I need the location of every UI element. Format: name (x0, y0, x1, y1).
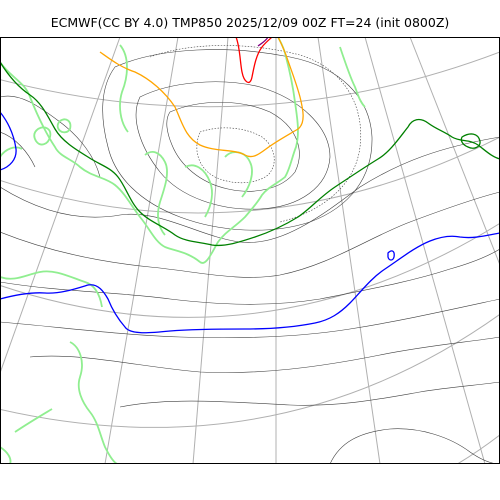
isotherm-plus12 (235, 37, 273, 84)
graticule-meridian (192, 37, 229, 464)
graticule-meridian (0, 37, 121, 375)
coastline (33, 126, 52, 146)
pressure-contour (0, 191, 500, 278)
map-canvas (0, 37, 500, 464)
coastline (0, 270, 103, 308)
coastline (0, 61, 201, 263)
coastline (0, 446, 12, 464)
pressure-contour (0, 298, 500, 339)
graticule-meridian (104, 37, 179, 464)
isotherms (0, 37, 500, 334)
coastlines (0, 37, 366, 464)
isotherm-minus6 (0, 232, 500, 334)
coastline (69, 341, 119, 464)
pressure-contours-dotted (149, 45, 362, 223)
graticule-meridian (409, 37, 500, 267)
isotherm-plus6 (99, 37, 304, 158)
graticule (0, 37, 500, 464)
coastline (0, 146, 23, 158)
coastline (144, 151, 168, 236)
graticule-parallel (0, 222, 500, 318)
map-title: ECMWF(CC BY 4.0) TMP850 2025/12/09 00Z F… (50, 15, 450, 30)
isotherm-minus6 (0, 111, 17, 171)
coastline (339, 46, 366, 108)
pressure-contour (196, 127, 275, 184)
weather-map (0, 37, 500, 464)
isotherm-0 (460, 133, 481, 149)
coastline (184, 164, 213, 218)
coastline (56, 118, 72, 134)
graticule-meridian (364, 37, 486, 464)
graticule-parallel (0, 51, 500, 108)
pressure-contour (102, 49, 373, 231)
isotherm-0 (0, 61, 500, 247)
graticule-parallel (0, 136, 500, 214)
pressure-contour (135, 81, 331, 210)
coastline (224, 151, 253, 198)
coastline (119, 44, 129, 133)
pressure-contour (166, 102, 300, 192)
pressure-contour (329, 428, 500, 464)
coastline (199, 37, 299, 264)
coastline (14, 408, 53, 433)
pressure-contour (0, 136, 500, 243)
pressure-contour (29, 336, 500, 373)
pressure-contour (0, 248, 500, 305)
graticule-parallel (0, 434, 500, 464)
pressure-contours (0, 49, 500, 464)
isotherm-minus6 (387, 250, 395, 261)
pressure-contour (119, 381, 500, 408)
graticule-parallel (0, 313, 500, 428)
pressure-contour (0, 131, 36, 168)
pressure-contour (149, 45, 362, 223)
